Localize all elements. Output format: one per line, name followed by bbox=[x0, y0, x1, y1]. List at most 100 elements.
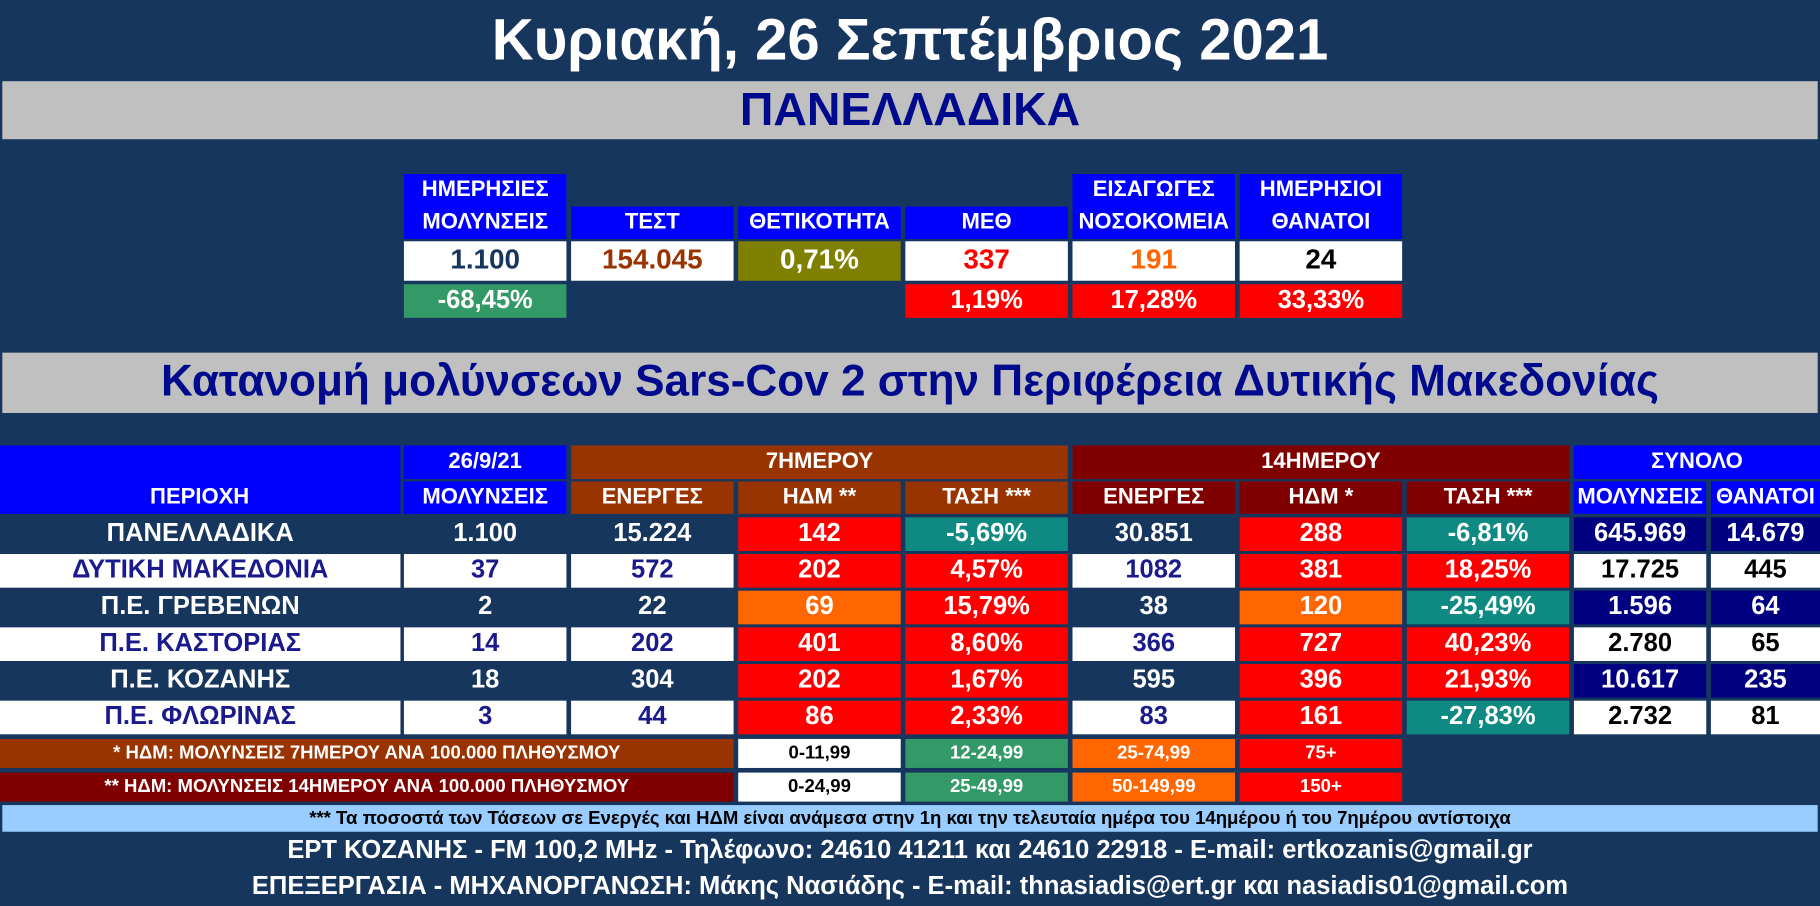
table-cell: 202 bbox=[631, 629, 674, 657]
table-cell: 2.780 bbox=[1608, 629, 1672, 657]
footnote: *** Τα ποσοστά των Τάσεων σε Ενεργές και… bbox=[309, 807, 1511, 828]
footer-line: ΕΠΕΞΕΡΓΑΣΙΑ - ΜΗΧΑΝΟΡΓΑΝΩΣΗ: Μάκης Νασιά… bbox=[252, 872, 1568, 900]
region-name-bg bbox=[0, 627, 401, 661]
table-cell-bg bbox=[1239, 517, 1403, 552]
national-value: 337 bbox=[963, 243, 1009, 274]
table-cell: 396 bbox=[1300, 666, 1343, 694]
table-cell-bg bbox=[1573, 627, 1707, 661]
legend-range-bg bbox=[1239, 738, 1403, 768]
national-header: ΘΑΝΑΤΟΙ bbox=[1271, 209, 1370, 234]
table-cell-bg bbox=[1573, 664, 1707, 698]
national-change-bg bbox=[1239, 284, 1403, 318]
table-cell: 64 bbox=[1751, 592, 1780, 620]
group-header: ΣΥΝΟΛΟ bbox=[1651, 448, 1743, 473]
table-cell-bg bbox=[1072, 554, 1235, 588]
legend-label: ** ΗΔΜ: ΜΟΛΥΝΣΕΙΣ 14ΗΜΕΡΟΥ ΑΝΑ 100.000 Π… bbox=[104, 775, 629, 796]
table-cell: 120 bbox=[1300, 592, 1343, 620]
national-change: 17,28% bbox=[1110, 286, 1197, 314]
table-cell-bg bbox=[403, 627, 567, 661]
table-cell: 595 bbox=[1132, 666, 1175, 694]
table-cell: 30.851 bbox=[1115, 519, 1193, 547]
footnote-band bbox=[2, 805, 1818, 832]
table-cell-bg bbox=[738, 664, 901, 698]
table-cell-bg bbox=[1573, 554, 1707, 588]
table-cell: 14 bbox=[471, 629, 500, 657]
table-cell: 727 bbox=[1300, 629, 1343, 657]
column-header-bg bbox=[1239, 481, 1403, 514]
table-cell-bg bbox=[905, 517, 1068, 552]
region-name: Π.Ε. ΓΡΕΒΕΝΩΝ bbox=[101, 592, 300, 620]
national-value: 191 bbox=[1131, 243, 1177, 274]
national-change: 1,19% bbox=[950, 286, 1023, 314]
table-cell-bg bbox=[403, 590, 567, 625]
table-cell: 1.596 bbox=[1608, 592, 1672, 620]
region-name: Π.Ε. ΚΑΣΤΟΡΙΑΣ bbox=[99, 629, 301, 657]
column-header-bg bbox=[1573, 481, 1707, 514]
table-cell-bg bbox=[1710, 554, 1820, 588]
column-header-bg bbox=[905, 481, 1068, 514]
table-cell-bg bbox=[905, 627, 1068, 661]
table-cell: 8,60% bbox=[950, 629, 1023, 657]
national-value-bg bbox=[1239, 241, 1403, 281]
table-cell-bg bbox=[571, 554, 734, 588]
table-cell: -25,49% bbox=[1440, 592, 1535, 620]
footer-line: ΕΡΤ ΚΟΖΑΝΗΣ - FM 100,2 MHz - Τηλέφωνο: 2… bbox=[287, 836, 1532, 864]
national-value-bg bbox=[571, 241, 734, 281]
table-cell-bg bbox=[1406, 554, 1570, 588]
table-cell-bg bbox=[738, 700, 901, 735]
table-cell: 4,57% bbox=[950, 556, 1023, 584]
region-title: Κατανομή μολύνσεων Sars-Cov 2 στην Περιφ… bbox=[161, 357, 1659, 406]
table-cell-bg bbox=[1710, 664, 1820, 698]
column-header-bg bbox=[1072, 481, 1235, 514]
table-cell: 22 bbox=[638, 592, 666, 620]
table-cell: 15.224 bbox=[613, 519, 692, 547]
national-header-bg bbox=[738, 206, 901, 239]
region-name: ΠΑΝΕΛΛΑΔΙΚΑ bbox=[107, 519, 294, 547]
legend-label-bg bbox=[0, 772, 734, 802]
table-cell-bg bbox=[1072, 700, 1235, 735]
national-value-bg bbox=[1072, 241, 1235, 281]
region-name-bg bbox=[0, 517, 401, 552]
column-header: ΤΑΣΗ *** bbox=[1444, 483, 1533, 508]
table-cell-bg bbox=[1239, 700, 1403, 735]
table-cell-bg bbox=[905, 590, 1068, 625]
table-cell: 3 bbox=[478, 702, 492, 730]
region-name: Π.Ε. ΦΛΩΡΙΝΑΣ bbox=[104, 702, 295, 730]
table-cell-bg bbox=[1239, 627, 1403, 661]
table-cell-bg bbox=[738, 627, 901, 661]
table-cell: 37 bbox=[471, 556, 499, 584]
legend-range-bg bbox=[738, 738, 901, 768]
table-cell-bg bbox=[403, 700, 567, 735]
section-band bbox=[2, 81, 1818, 140]
table-cell-bg bbox=[1406, 517, 1570, 552]
table-cell: 401 bbox=[798, 629, 841, 657]
column-header-bg bbox=[1710, 481, 1820, 514]
national-header: ΘΕΤΙΚΟΤΗΤΑ bbox=[749, 209, 890, 234]
table-cell-bg bbox=[403, 664, 567, 698]
group-header-bg bbox=[571, 445, 1068, 480]
table-cell: 304 bbox=[631, 666, 674, 694]
legend-range-bg bbox=[1072, 772, 1235, 802]
group-header-bg bbox=[1573, 445, 1820, 480]
table-cell-bg bbox=[1239, 664, 1403, 698]
table-cell: 83 bbox=[1140, 702, 1168, 730]
region-band bbox=[2, 352, 1818, 413]
group-header-bg bbox=[1072, 445, 1570, 480]
column-header-bg bbox=[738, 481, 901, 514]
legend-range: 50-149,99 bbox=[1112, 775, 1196, 796]
national-header-bg bbox=[403, 174, 567, 239]
table-cell: 202 bbox=[798, 666, 841, 694]
table-cell: 38 bbox=[1140, 592, 1168, 620]
national-change: -68,45% bbox=[438, 286, 533, 314]
national-change-bg bbox=[905, 284, 1068, 318]
legend-range: 25-74,99 bbox=[1117, 741, 1190, 762]
table-cell: 2 bbox=[478, 592, 492, 620]
legend-range-bg bbox=[905, 772, 1068, 802]
table-cell: 2,33% bbox=[950, 702, 1023, 730]
table-cell: 69 bbox=[805, 592, 833, 620]
table-cell: 2.732 bbox=[1608, 702, 1672, 730]
table-cell: 381 bbox=[1300, 556, 1343, 584]
legend-range: 12-24,99 bbox=[950, 741, 1023, 762]
table-cell: 17.725 bbox=[1601, 556, 1679, 584]
